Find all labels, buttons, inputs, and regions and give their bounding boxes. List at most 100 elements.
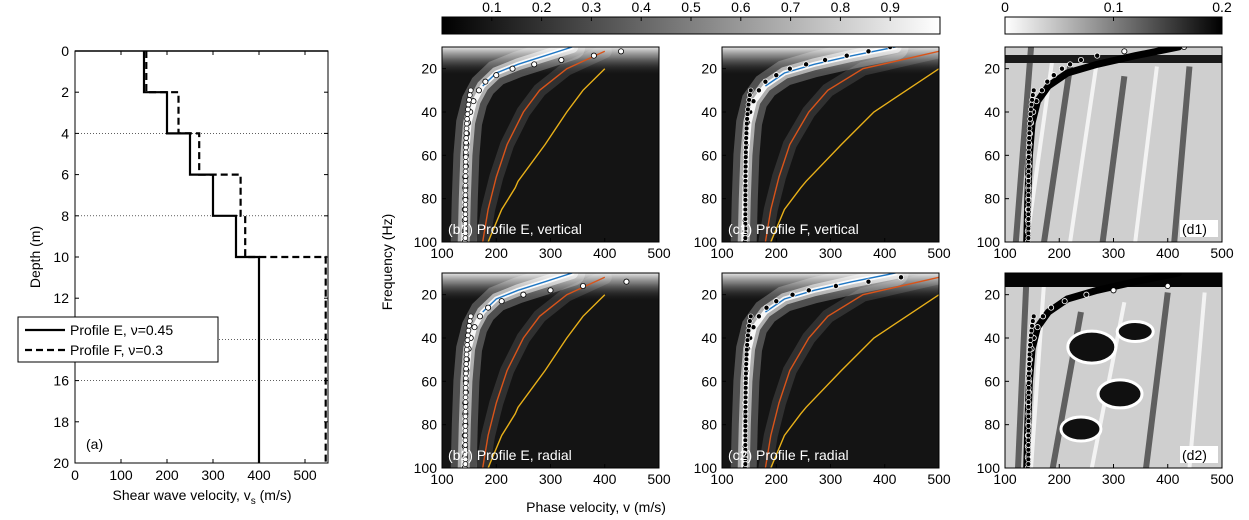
dispersion-pick bbox=[493, 72, 500, 79]
dispersion-pick bbox=[1025, 456, 1032, 463]
dispersion-pick bbox=[1061, 298, 1068, 305]
difference-streak bbox=[1012, 47, 1035, 242]
dispersion-pick bbox=[1025, 168, 1032, 175]
dispersion-pick bbox=[822, 57, 829, 64]
dispersion-pick bbox=[786, 65, 793, 72]
difference-streak bbox=[1187, 292, 1207, 468]
dispersion-pick bbox=[463, 351, 470, 358]
dispersion-pick bbox=[462, 399, 469, 405]
dispersion-pick bbox=[1025, 230, 1032, 237]
dispersion-pick bbox=[1027, 342, 1033, 348]
spectrum-x-tick-label: 100 bbox=[710, 245, 734, 261]
spectrum-x-tick-label: 200 bbox=[1048, 471, 1072, 487]
dispersion-pick bbox=[462, 423, 469, 429]
legend-label-profile-f: Profile F, ν=0.3 bbox=[70, 342, 163, 358]
dispersion-pick bbox=[742, 437, 749, 444]
dispersion-pick bbox=[745, 327, 752, 334]
dispersion-pick bbox=[462, 159, 469, 165]
profile-x-tick-label: 0 bbox=[71, 467, 79, 483]
profile-legend: Profile E, ν=0.45 Profile F, ν=0.3 bbox=[17, 316, 219, 363]
dispersion-pick bbox=[462, 206, 469, 213]
dispersion-pick bbox=[742, 408, 749, 415]
dispersion-pick bbox=[1030, 318, 1036, 324]
colorbar-tick-label: 0.2 bbox=[532, 0, 552, 15]
dispersion-pick bbox=[462, 461, 469, 467]
dispersion-pick bbox=[1026, 370, 1032, 377]
second-higher-mode-curve bbox=[770, 68, 939, 242]
spectrum-x-tick-label: 200 bbox=[1048, 245, 1072, 261]
dispersion-pick bbox=[745, 332, 751, 339]
dispersion-pick bbox=[462, 192, 469, 198]
dispersion-pick bbox=[462, 389, 469, 396]
dispersion-pick bbox=[463, 135, 469, 141]
dispersion-pick bbox=[1025, 225, 1032, 232]
spectrum-y-tick-label: 40 bbox=[421, 330, 437, 346]
dispersion-pick bbox=[773, 72, 780, 79]
dispersion-pick bbox=[1025, 399, 1032, 405]
dispersion-pick bbox=[1025, 159, 1032, 165]
spectrum-y-tick-label: 100 bbox=[414, 234, 438, 250]
dispersion-pick bbox=[742, 178, 749, 184]
dispersion-pick bbox=[1025, 394, 1032, 401]
dispersion-pick bbox=[773, 298, 780, 305]
spectrum-y-tick-label: 40 bbox=[701, 330, 717, 346]
dispersion-pick bbox=[467, 92, 473, 98]
dispersion-pick bbox=[742, 187, 749, 194]
panel-label-c2: (c2) Profile F, radial bbox=[728, 447, 849, 463]
profile-y-tick-label: 6 bbox=[61, 167, 69, 183]
dispersion-pick bbox=[485, 304, 492, 311]
spectrum-y-tick-label: 40 bbox=[701, 104, 717, 120]
spectrum-y-tick-label: 60 bbox=[421, 373, 437, 389]
profile-x-tick-label: 500 bbox=[293, 467, 317, 483]
dispersion-pick bbox=[1031, 87, 1037, 94]
dispersion-pick bbox=[463, 140, 469, 146]
dispersion-pick bbox=[742, 413, 749, 420]
dispersion-pick bbox=[464, 342, 470, 348]
profile-lines bbox=[75, 50, 328, 463]
dispersion-pick bbox=[462, 385, 469, 391]
spectrum-x-tick-label: 500 bbox=[927, 245, 951, 261]
dispersion-pick bbox=[1025, 423, 1032, 429]
spectrum-x-tick-label: 300 bbox=[1102, 471, 1126, 487]
spectrum-y-tick-label: 60 bbox=[984, 147, 1000, 163]
dispersion-pick bbox=[462, 408, 469, 415]
dispersion-pick bbox=[743, 361, 749, 367]
difference-streak bbox=[1015, 273, 1030, 468]
dispersion-pick bbox=[462, 182, 469, 189]
dispersion-pick bbox=[462, 154, 469, 160]
panel-label-b1: (b1) Profile E, vertical bbox=[448, 221, 582, 237]
dispersion-pick bbox=[466, 323, 472, 329]
dispersion-pick bbox=[1025, 216, 1032, 222]
dispersion-pick bbox=[743, 370, 749, 377]
profile-x-axis-label: Shear wave velocity, vs (m/s) bbox=[112, 487, 291, 507]
dispersion-pick bbox=[466, 97, 472, 103]
dispersion-pick bbox=[1025, 192, 1032, 198]
spectrum-image-b1 bbox=[442, 47, 659, 242]
dispersion-pick bbox=[463, 370, 469, 377]
spectrum-y-tick-label: 80 bbox=[701, 417, 717, 433]
difference-blob bbox=[1066, 329, 1118, 365]
profile-ticks: 010020030040050002468101214161820 bbox=[53, 43, 328, 483]
dispersion-pick bbox=[744, 120, 750, 127]
spectrum-x-tick-label: 300 bbox=[819, 245, 843, 261]
dispersion-pick bbox=[1025, 404, 1032, 410]
spectrum-image-c1 bbox=[722, 47, 939, 242]
dispersion-pick bbox=[468, 313, 474, 320]
spectrum-image-b2 bbox=[442, 273, 659, 468]
dispersion-pick bbox=[558, 57, 565, 64]
colorbar-normalized: 0.1 0.2 0.3 0.4 0.5 0.6 0.7 0.8 0.9 bbox=[441, 0, 941, 35]
dispersion-pick bbox=[742, 399, 749, 405]
dispersion-pick bbox=[1029, 323, 1035, 329]
dispersion-pick bbox=[743, 366, 749, 372]
dispersion-pick bbox=[742, 461, 749, 467]
spectrum-x-tick-label: 500 bbox=[647, 471, 671, 487]
profile-f-line bbox=[145, 51, 327, 463]
dispersion-pick bbox=[762, 78, 769, 85]
spectrum-x-tick-label: 500 bbox=[647, 245, 671, 261]
spectrum-y-tick-label: 20 bbox=[701, 287, 717, 303]
spectrum-y-tick-label: 100 bbox=[414, 460, 438, 476]
dispersion-pick bbox=[743, 149, 749, 156]
spectrum-x-tick-label: 100 bbox=[430, 245, 454, 261]
colorbar-tick-label: 0.2 bbox=[1212, 0, 1232, 15]
spectrum-y-tick-label: 80 bbox=[701, 191, 717, 207]
